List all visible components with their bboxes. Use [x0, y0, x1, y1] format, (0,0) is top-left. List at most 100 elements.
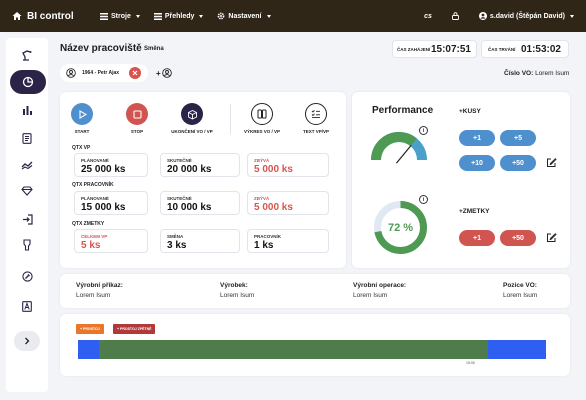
kusy-label: +KUSY	[459, 108, 481, 115]
qtx-scrap-shift: SMĚNA 3 ks	[160, 229, 240, 253]
nav-prehledy[interactable]: Přehledy	[153, 12, 204, 20]
zmetky-plus-50-button[interactable]: +50	[500, 230, 536, 246]
start-button[interactable]: START	[57, 103, 107, 134]
document-icon	[22, 132, 32, 144]
app-title: BI control	[27, 10, 74, 22]
kusy-plus-5-button[interactable]: +5	[500, 130, 536, 146]
stat-label: CELKEM VP	[81, 234, 108, 239]
field-value: Lorem Isum	[503, 292, 538, 299]
drawing-button[interactable]: VÝKRES VO / VP	[237, 103, 287, 134]
start-time-box: ČAS ZAHÁJENÍ 15:07:51	[392, 40, 477, 58]
user-menu[interactable]: s.david (Štěpán David)	[478, 12, 574, 20]
drawing-label: VÝKRES VO / VP	[243, 129, 280, 134]
end-vo-label: UKONČENÍ VO / VP	[171, 129, 213, 134]
user-circle-icon	[161, 68, 172, 78]
stop-label: STOP	[130, 129, 144, 134]
field-vo-position: Pozice VO: Lorem Isum	[503, 282, 537, 299]
drawing-icon-wrap	[251, 103, 273, 125]
sidebar-expand-button[interactable]	[14, 331, 40, 351]
stat-label: PRACOVNÍK	[254, 234, 282, 239]
nav-stroje-label: Stroje	[111, 12, 131, 20]
field-operation: Výrobní operace: Lorem Isum	[353, 282, 406, 299]
timeline-card: + PROSTOJ + PROSTOJ ZPĚTNĚ 15:05	[60, 314, 570, 376]
add-operator-button[interactable]: +	[156, 68, 172, 78]
sidebar-item-maintenance[interactable]	[12, 265, 42, 287]
edit-icon[interactable]	[546, 232, 557, 243]
sidebar-item-quality[interactable]	[12, 180, 42, 202]
stat-value: 3 ks	[167, 240, 187, 251]
kusy-plus-10-button[interactable]: +10	[459, 155, 495, 171]
performance-gauge	[371, 132, 427, 164]
add-downtime-button[interactable]: + PROSTOJ	[76, 324, 104, 334]
qtx-vp-planned: PLÁNOVANÉ 25 000 ks	[74, 153, 148, 177]
chevron-right-icon	[25, 337, 30, 345]
box-icon	[187, 109, 197, 120]
text-vp-label: TEXT VP/VP	[302, 129, 329, 134]
vo-number: Číslo VO: Lorem Isum	[504, 70, 569, 77]
sidebar-item-trend[interactable]	[12, 154, 42, 176]
info-icon[interactable]: i	[419, 126, 428, 135]
sidebar-item-machine[interactable]	[12, 44, 42, 66]
sidebar-item-tool[interactable]	[12, 234, 42, 256]
sidebar-item-documents[interactable]	[12, 127, 42, 149]
bar-chart-icon	[22, 105, 32, 115]
stat-value: 20 000 ks	[167, 164, 212, 175]
stop-button[interactable]: STOP	[112, 103, 162, 134]
operator-chip: 1964 - Petr Ajax	[60, 64, 148, 82]
edit-icon[interactable]	[546, 157, 557, 168]
stat-label: SMĚNA	[167, 234, 184, 239]
nav-nastaveni[interactable]: Nastavení	[217, 12, 271, 20]
gear-icon	[218, 12, 225, 20]
kusy-plus-1-button[interactable]: +1	[459, 130, 495, 146]
qtx-worker-remaining: ZBÝVÁ 5 000 ks	[247, 191, 329, 215]
timeline-tick: 15:05	[466, 361, 475, 365]
sidebar-item-dashboard[interactable]	[10, 70, 46, 94]
nav-prehledy-label: Přehledy	[164, 12, 195, 20]
timeline-bar	[78, 340, 546, 359]
language-switch[interactable]: cs	[424, 12, 432, 20]
donut-fill	[374, 201, 427, 254]
sidebar-item-login[interactable]	[12, 208, 42, 230]
stat-label: ZBÝVÁ	[254, 196, 270, 201]
nav-nastaveni-label: Nastavení	[228, 12, 262, 20]
stat-label: SKUTEČNÉ	[167, 196, 192, 201]
start-label: START	[74, 129, 90, 134]
qtx-worker-planned: PLÁNOVANÉ 15 000 ks	[74, 191, 148, 215]
qtx-scrap-total: CELKEM VP 5 ks	[74, 229, 148, 253]
end-vo-button[interactable]: UKONČENÍ VO / VP	[167, 103, 217, 134]
qtx-worker-title: QTX PRACOVNÍK	[72, 182, 114, 188]
user-name: s.david (Štěpán David)	[489, 12, 565, 20]
qtx-vp-actual: SKUTEČNÉ 20 000 ks	[160, 153, 240, 177]
field-label: Výrobek:	[220, 282, 248, 289]
stat-value: 5 000 ks	[254, 202, 293, 213]
stat-label: PLÁNOVANÉ	[81, 158, 109, 163]
add-downtime-back-button[interactable]: + PROSTOJ ZPĚTNĚ	[113, 324, 156, 334]
qtx-vp-title: QTX VP	[72, 145, 91, 151]
lock-icon[interactable]	[451, 12, 459, 20]
performance-card: Performance i i 72 % +KUSY +1 +5 +10 +50…	[352, 92, 570, 268]
donut-value: 72 %	[388, 222, 413, 234]
duration-value: 01:53:02	[520, 44, 561, 55]
pie-chart-icon	[22, 76, 34, 88]
remove-operator-button[interactable]	[129, 67, 141, 79]
wrench-icon	[21, 270, 33, 282]
tool-icon	[23, 239, 31, 251]
diamond-icon	[21, 186, 33, 196]
field-product: Výrobek: Lorem Isum	[220, 282, 254, 299]
chevron-down-icon	[199, 14, 204, 18]
action-divider	[230, 104, 231, 134]
gauge-fill	[371, 132, 417, 161]
sidebar-item-text[interactable]	[12, 295, 42, 317]
nav-stroje[interactable]: Stroje	[100, 12, 140, 20]
topbar-right: cs s.david (Štěpán David)	[424, 0, 574, 32]
zmetky-plus-1-button[interactable]: +1	[459, 230, 495, 246]
field-production-order: Výrobní příkaz: Lorem Isum	[76, 282, 123, 299]
info-icon[interactable]: i	[419, 195, 428, 204]
stat-value: 5 ks	[81, 240, 101, 251]
sidebar-item-stats[interactable]	[12, 99, 42, 121]
brand[interactable]: BI control	[12, 11, 86, 22]
text-vp-button[interactable]: TEXT VP/VP	[291, 103, 341, 134]
user-circle-icon	[66, 68, 76, 78]
kusy-plus-50-button[interactable]: +50	[500, 155, 536, 171]
field-value: Lorem Isum	[220, 292, 255, 299]
